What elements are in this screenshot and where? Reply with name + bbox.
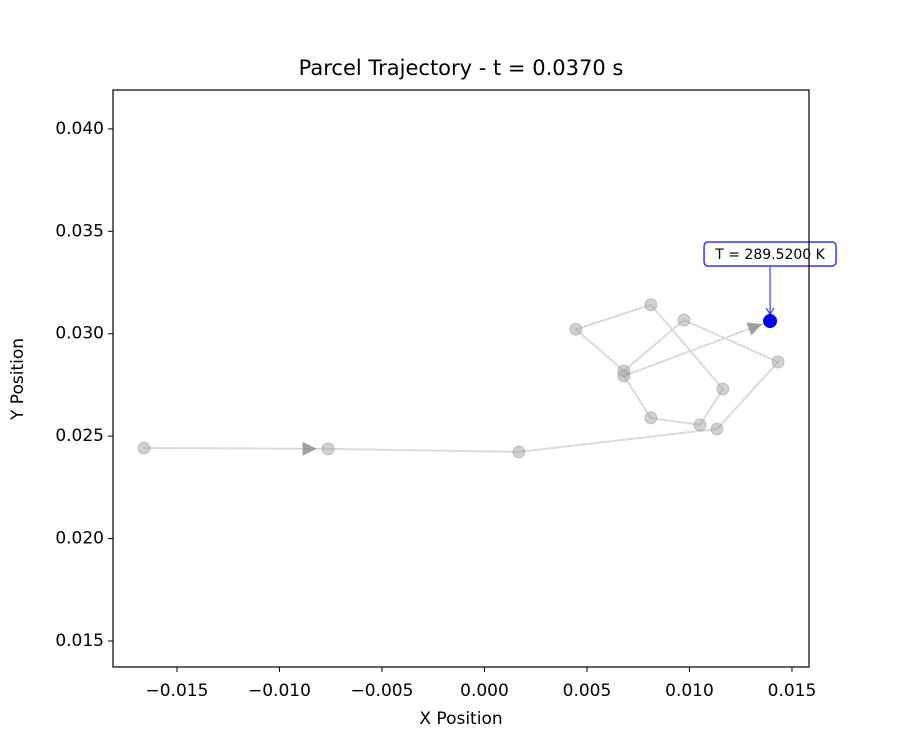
point: [569, 322, 583, 336]
point: [710, 422, 724, 436]
point: [644, 411, 658, 425]
chart-title: Parcel Trajectory - t = 0.0370 s: [299, 56, 624, 80]
direction-arrow: [302, 441, 317, 456]
point: [321, 442, 335, 456]
point: [716, 382, 730, 396]
x-tick-label: 0.000: [460, 681, 509, 701]
annotation: T = 289.5200 K: [703, 241, 837, 316]
y-tick-label: 0.020: [55, 529, 104, 549]
y-axis-label: Y Position: [8, 338, 28, 421]
y-tick-label: 0.030: [55, 324, 104, 344]
x-tick-label: −0.010: [248, 681, 311, 701]
annotation-text: T = 289.5200 K: [714, 247, 825, 263]
point: [644, 298, 658, 312]
current-point: [763, 314, 778, 329]
plot-frame: [112, 89, 810, 668]
y-tick-label: 0.015: [55, 631, 104, 651]
point: [512, 445, 526, 459]
point: [617, 369, 631, 383]
point: [693, 418, 707, 432]
point: [771, 355, 785, 369]
annotation-box: [703, 241, 837, 267]
point: [617, 364, 631, 378]
x-tick-label: −0.015: [146, 681, 209, 701]
point: [677, 313, 691, 327]
x-tick-label: 0.015: [768, 681, 817, 701]
y-tick-label: 0.035: [55, 221, 104, 241]
direction-arrow: [746, 322, 762, 336]
annotation-arrowhead: [765, 307, 775, 316]
x-tick-label: −0.005: [351, 681, 414, 701]
point: [137, 441, 151, 455]
x-tick-label: 0.010: [665, 681, 714, 701]
x-axis-label: X Position: [419, 709, 502, 729]
x-tick-label: 0.005: [563, 681, 612, 701]
trajectory-line: [143, 303, 780, 453]
y-tick-label: 0.025: [55, 426, 104, 446]
y-tick-label: 0.040: [55, 119, 104, 139]
